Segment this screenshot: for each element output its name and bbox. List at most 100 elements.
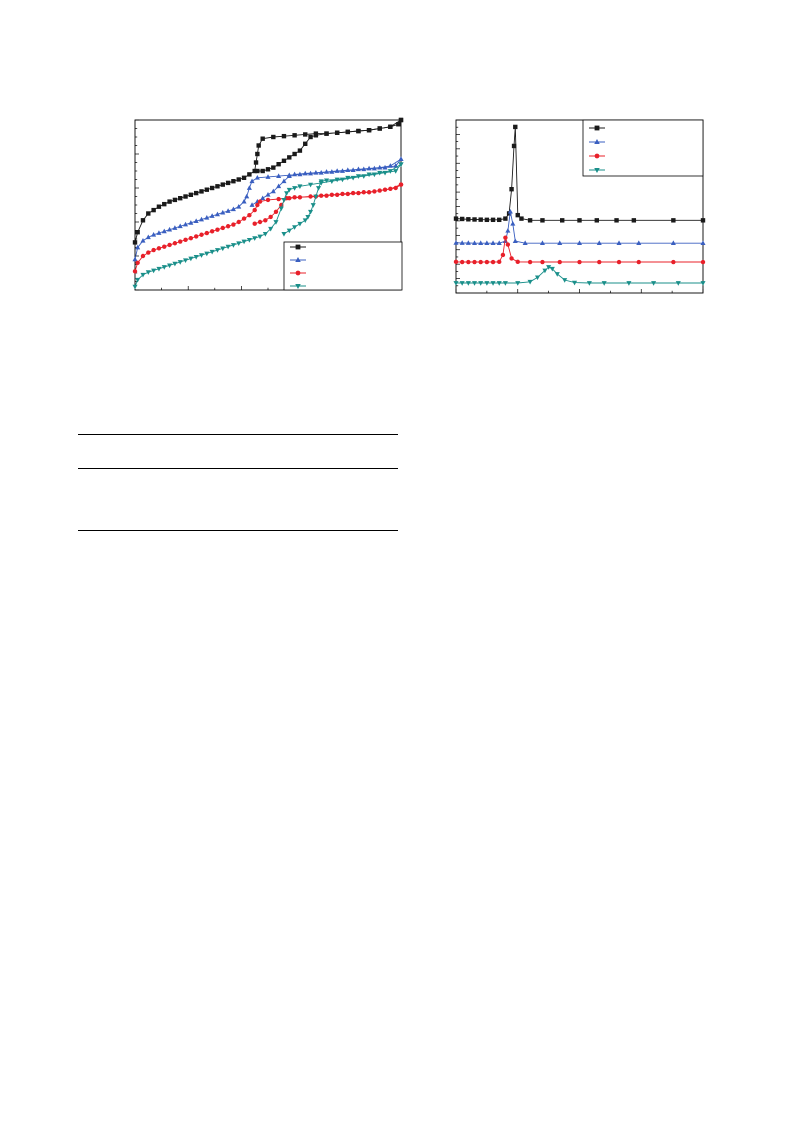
data-point xyxy=(265,174,271,179)
data-point xyxy=(295,257,301,263)
data-point xyxy=(292,225,298,230)
data-point xyxy=(204,187,210,192)
data-point xyxy=(156,230,162,235)
data-point xyxy=(503,235,508,240)
data-point xyxy=(281,158,287,163)
data-point xyxy=(366,128,372,133)
data-point xyxy=(265,197,271,203)
data-point xyxy=(308,134,313,140)
data-point xyxy=(151,207,156,213)
data-point xyxy=(562,278,568,283)
data-point xyxy=(244,193,250,199)
data-point xyxy=(554,272,560,277)
data-point xyxy=(273,220,279,225)
data-point xyxy=(324,131,329,136)
data-point xyxy=(572,280,578,286)
data-point xyxy=(636,259,641,265)
data-point xyxy=(140,253,146,259)
data-point xyxy=(252,236,258,241)
data-point xyxy=(215,184,220,189)
data-point xyxy=(586,281,592,286)
data-point xyxy=(151,232,157,237)
data-point xyxy=(497,217,502,223)
data-point xyxy=(519,216,524,221)
data-point xyxy=(651,281,657,286)
data-point xyxy=(542,268,548,274)
data-point xyxy=(241,239,247,245)
data-point xyxy=(199,232,204,237)
data-point xyxy=(177,260,183,265)
series-line xyxy=(134,119,402,243)
data-point xyxy=(459,259,465,265)
data-point xyxy=(145,270,151,275)
data-point xyxy=(396,122,401,127)
data-point xyxy=(340,191,345,197)
data-point xyxy=(509,256,514,261)
data-point xyxy=(594,218,599,223)
data-point xyxy=(247,172,252,177)
data-point xyxy=(257,199,263,204)
data-point xyxy=(671,259,676,265)
data-point xyxy=(459,281,465,286)
data-point xyxy=(178,196,183,201)
data-point xyxy=(308,209,314,215)
data-point xyxy=(512,238,518,243)
data-point xyxy=(161,265,167,270)
data-point xyxy=(675,281,681,286)
data-point xyxy=(601,281,607,286)
data-point xyxy=(236,203,242,209)
data-point xyxy=(356,128,361,134)
table-bottom-rule xyxy=(78,530,398,531)
data-point xyxy=(146,211,151,216)
data-point xyxy=(366,190,372,195)
data-point xyxy=(297,148,303,153)
data-point xyxy=(246,185,252,190)
data-point xyxy=(271,134,276,140)
data-point xyxy=(490,217,496,223)
data-point xyxy=(478,217,483,222)
data-point xyxy=(459,216,465,222)
data-point xyxy=(497,259,502,265)
data-point xyxy=(292,151,297,157)
data-point xyxy=(249,202,255,207)
data-point xyxy=(167,226,173,232)
data-point xyxy=(465,240,471,245)
data-point xyxy=(576,240,583,246)
data-point xyxy=(478,240,484,246)
data-point xyxy=(276,173,282,178)
data-point xyxy=(484,281,490,286)
legend-box xyxy=(283,241,403,291)
data-point xyxy=(241,198,247,204)
data-point xyxy=(162,244,167,249)
data-point xyxy=(215,227,220,232)
data-point xyxy=(323,178,330,184)
data-point xyxy=(183,194,188,199)
data-point xyxy=(323,169,330,174)
data-point xyxy=(188,192,194,197)
data-point xyxy=(453,259,459,265)
data-point xyxy=(135,260,140,265)
data-point xyxy=(281,178,287,184)
data-point xyxy=(156,266,162,272)
data-point xyxy=(162,201,167,207)
data-point xyxy=(193,218,199,224)
data-point xyxy=(172,241,178,246)
data-point xyxy=(193,234,199,239)
data-point xyxy=(268,226,274,232)
data-point xyxy=(231,222,236,227)
data-point xyxy=(292,195,297,200)
data-point xyxy=(302,170,308,176)
data-point xyxy=(466,259,471,265)
data-point xyxy=(263,218,268,223)
data-point xyxy=(178,239,183,244)
data-point xyxy=(254,175,260,180)
data-point xyxy=(253,160,259,165)
series-line xyxy=(455,211,703,244)
data-point xyxy=(334,168,340,173)
data-point xyxy=(594,153,600,159)
data-point xyxy=(246,237,252,243)
data-point xyxy=(313,169,319,175)
data-point xyxy=(510,221,516,226)
data-point xyxy=(356,190,361,196)
data-point xyxy=(276,196,281,202)
